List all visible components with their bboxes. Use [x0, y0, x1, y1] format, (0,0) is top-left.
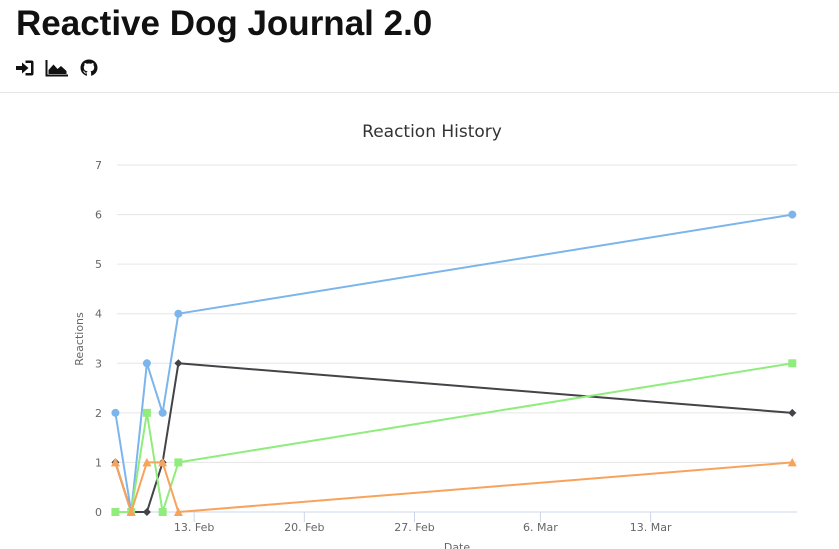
reaction-history-chart: Reaction History 0 1 2 3 4 5 6 7 13. Feb 20. Feb… [0, 93, 839, 549]
data-point [788, 408, 797, 417]
data-point [158, 408, 167, 417]
y-tick-label: 4 [95, 308, 102, 321]
y-tick-label: 6 [95, 209, 102, 222]
x-tick-label: 13. Feb [174, 521, 214, 534]
data-point [788, 359, 797, 368]
data-point [787, 457, 797, 467]
x-axis: 13. Feb 20. Feb 27. Feb 6. Mar 13. Mar [117, 511, 797, 534]
chart-svg: Reaction History 0 1 2 3 4 5 6 7 13. Feb 20. Feb… [73, 122, 797, 549]
chart-series [110, 210, 797, 516]
data-point [110, 457, 120, 467]
data-point [111, 408, 120, 417]
data-point [111, 508, 120, 516]
data-point [142, 457, 152, 467]
y-tick-label: 7 [95, 159, 102, 172]
chart-title: Reaction History [362, 122, 502, 142]
nav-bar [15, 58, 109, 78]
y-tick-label: 5 [95, 258, 102, 271]
data-point [158, 508, 167, 516]
data-point [788, 210, 797, 219]
data-point [174, 458, 183, 467]
data-point [174, 359, 183, 368]
chart-gridlines [117, 164, 797, 463]
app-title: Reactive Dog Journal 2.0 [16, 4, 433, 43]
series-line-4 [114, 461, 793, 513]
area-chart-icon[interactable] [45, 58, 69, 78]
y-tick-label: 0 [95, 506, 102, 519]
data-point [142, 359, 151, 368]
y-axis: 0 1 2 3 4 5 6 7 [95, 159, 102, 519]
x-tick-label: 27. Feb [394, 521, 434, 534]
data-point [142, 408, 151, 417]
x-tick-label: 13. Mar [630, 521, 672, 534]
y-axis-title: Reactions [73, 312, 86, 366]
data-point [174, 309, 183, 318]
data-point [158, 457, 168, 467]
app-header: Reactive Dog Journal 2.0 [0, 0, 839, 93]
x-tick-label: 6. Mar [523, 521, 558, 534]
y-tick-label: 3 [95, 357, 102, 370]
y-tick-label: 2 [95, 407, 102, 420]
x-tick-label: 20. Feb [284, 521, 324, 534]
data-point [126, 507, 136, 516]
series-line-1 [114, 213, 793, 513]
github-icon[interactable] [79, 58, 99, 78]
data-point [173, 507, 183, 516]
x-axis-title: Date [444, 541, 471, 549]
data-point [142, 508, 151, 516]
sign-in-icon[interactable] [15, 58, 35, 78]
y-tick-label: 1 [95, 456, 102, 469]
